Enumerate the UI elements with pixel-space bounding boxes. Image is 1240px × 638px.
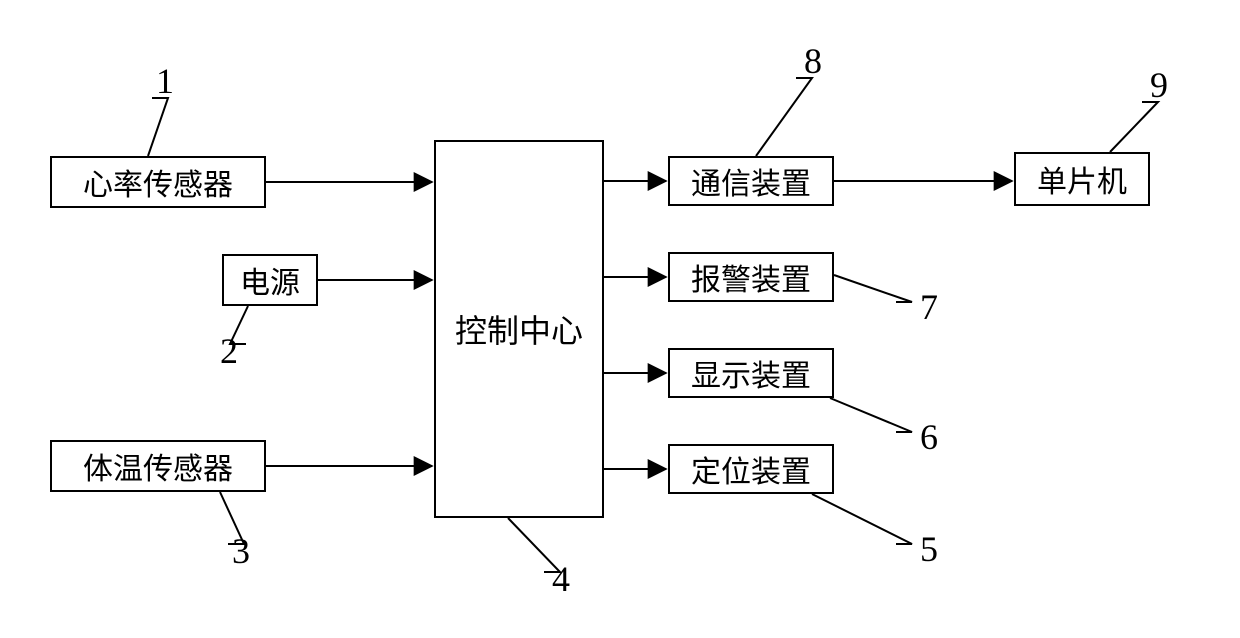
node-heart-rate-sensor: 心率传感器 — [50, 156, 266, 208]
node-comm: 通信装置 — [668, 156, 834, 206]
leader-n5 — [812, 494, 912, 544]
leader-n1 — [148, 98, 168, 156]
ref-number-8: 8 — [804, 40, 822, 82]
node-label: 电源 — [240, 258, 300, 302]
node-label: 通信装置 — [691, 159, 811, 203]
node-control-center: 控制中心 — [434, 140, 604, 518]
ref-number-2: 2 — [220, 330, 238, 372]
node-label: 显示装置 — [691, 351, 811, 395]
node-label: 控制中心 — [455, 306, 583, 352]
ref-number-1: 1 — [156, 60, 174, 102]
leader-n9 — [1110, 102, 1158, 152]
node-label: 单片机 — [1037, 157, 1127, 201]
node-display: 显示装置 — [668, 348, 834, 398]
ref-number-9: 9 — [1150, 64, 1168, 106]
node-alarm: 报警装置 — [668, 252, 834, 302]
leader-n7 — [834, 275, 912, 302]
ref-number-7: 7 — [920, 286, 938, 328]
node-mcu: 单片机 — [1014, 152, 1150, 206]
ref-number-6: 6 — [920, 416, 938, 458]
diagram-stage: 心率传感器 电源 体温传感器 控制中心 定位装置 显示装置 报警装置 通信装置 … — [0, 0, 1240, 638]
ref-number-5: 5 — [920, 528, 938, 570]
connectors-layer — [0, 0, 1240, 638]
node-label: 体温传感器 — [83, 444, 233, 488]
node-label: 心率传感器 — [83, 160, 233, 204]
node-positioning: 定位装置 — [668, 444, 834, 494]
leader-n8 — [756, 78, 812, 156]
leader-n6 — [830, 398, 912, 432]
node-label: 定位装置 — [691, 447, 811, 491]
node-label: 报警装置 — [691, 255, 811, 299]
ref-number-4: 4 — [552, 558, 570, 600]
node-power: 电源 — [222, 254, 318, 306]
ref-number-3: 3 — [232, 530, 250, 572]
node-temp-sensor: 体温传感器 — [50, 440, 266, 492]
